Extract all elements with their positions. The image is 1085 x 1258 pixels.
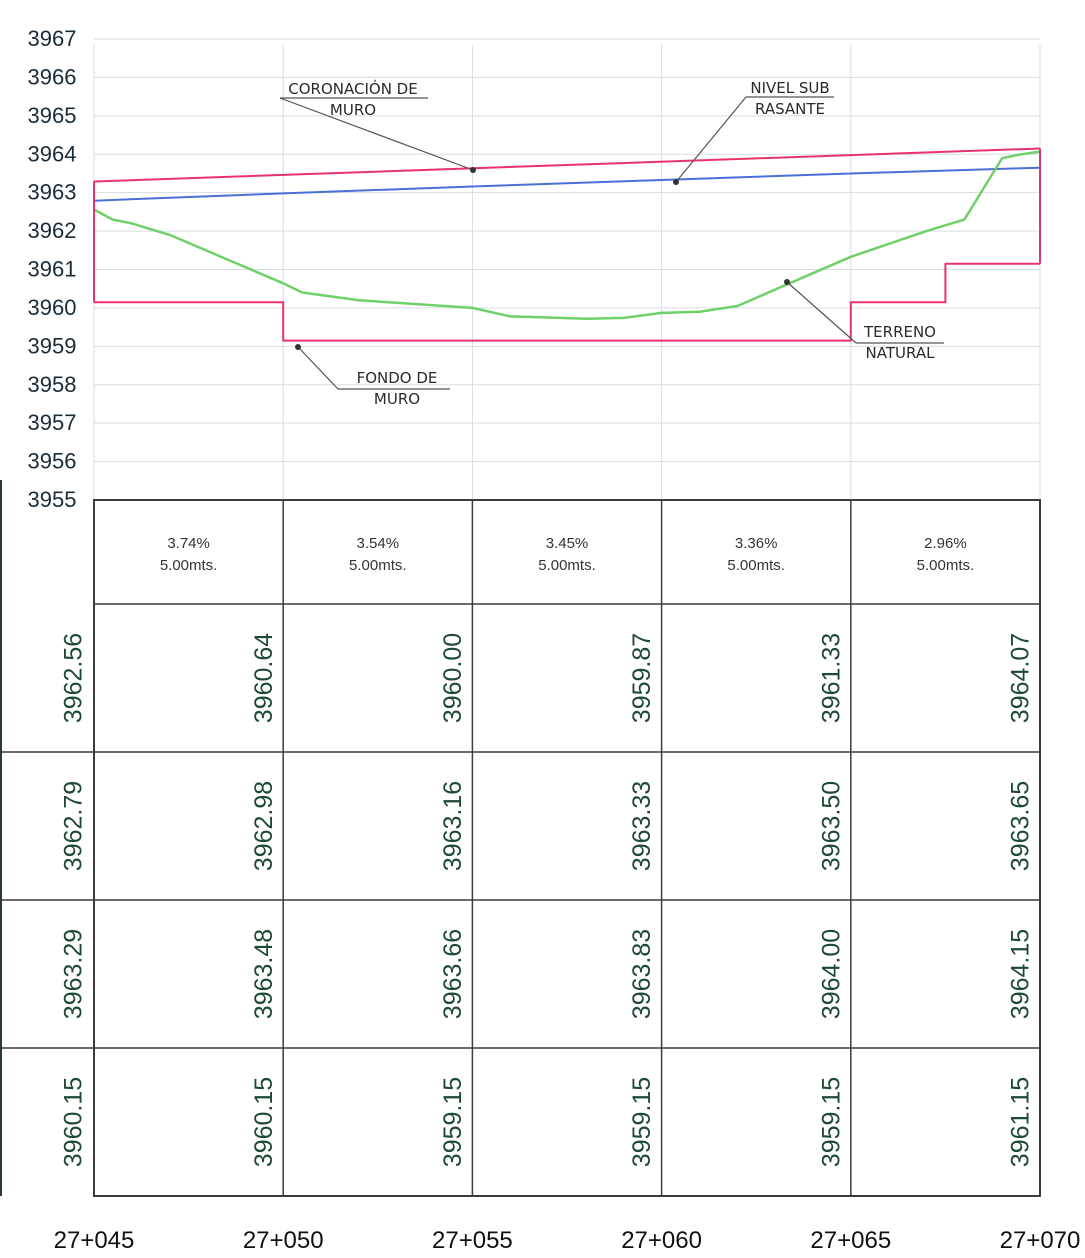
station-label: 27+045 xyxy=(54,1227,135,1254)
y-tick-label: 3963 xyxy=(28,180,77,205)
segment-label: 3.45% 5.00mts. xyxy=(538,535,596,574)
segment-length: 5.00mts. xyxy=(160,557,218,574)
table-cell-value: 3963.66 xyxy=(439,929,467,1019)
table-cell-value: 3960.15 xyxy=(60,1077,88,1167)
table-cell-value: 3960.15 xyxy=(250,1077,278,1167)
annotation-subrasante: NIVEL SUB RASANTE xyxy=(673,79,834,185)
table-cell-value: 3964.00 xyxy=(817,929,845,1019)
annotation-arrowhead xyxy=(673,179,679,185)
table-cell-value: 3959.15 xyxy=(439,1077,467,1167)
segment-slope: 3.74% xyxy=(167,535,210,552)
y-tick-label: 3966 xyxy=(28,64,77,89)
station-label: 27+060 xyxy=(621,1227,702,1254)
segment-slope: 3.36% xyxy=(735,535,778,552)
annotation-label-line2: RASANTE xyxy=(755,100,825,118)
series-line-terreno xyxy=(93,150,1041,320)
station-label: 27+065 xyxy=(810,1227,891,1254)
segment-length: 5.00mts. xyxy=(917,557,975,574)
station-label: 27+055 xyxy=(432,1227,513,1254)
y-tick-label: 3960 xyxy=(28,295,77,320)
y-tick-label: 3956 xyxy=(28,449,77,474)
table-cell-value: 3962.98 xyxy=(250,781,278,871)
series-line-fondo xyxy=(94,262,1040,342)
annotation-label-line1: NIVEL SUB xyxy=(750,79,829,97)
table-cell-value: 3963.29 xyxy=(60,929,88,1019)
table-cell-value: 3964.07 xyxy=(1007,633,1035,723)
annotation-terreno: TERRENO NATURAL xyxy=(784,279,944,362)
table-cell-value: 3963.50 xyxy=(817,781,845,871)
segment-label: 3.74% 5.00mts. xyxy=(160,535,218,574)
station-label: 27+050 xyxy=(243,1227,324,1254)
table-cell-value: 3961.15 xyxy=(1007,1077,1035,1167)
table-cell-value: 3959.87 xyxy=(628,633,656,723)
table-cell-value: 3960.64 xyxy=(250,633,278,723)
table-border xyxy=(93,499,1041,1197)
annotation-coronacion: CORONACIÓN DE MURO xyxy=(279,79,476,173)
table-cell-value: 3959.15 xyxy=(628,1077,656,1167)
segment-slope: 2.96% xyxy=(924,535,967,552)
table-cell-value: 3963.65 xyxy=(1007,781,1035,871)
segment-slope: 3.45% xyxy=(546,535,589,552)
series-line-subrasante xyxy=(93,166,1041,202)
segment-label: 2.96% 5.00mts. xyxy=(917,535,975,574)
segment-length: 5.00mts. xyxy=(727,557,785,574)
y-tick-label: 3959 xyxy=(28,333,77,358)
y-tick-label: 3962 xyxy=(28,218,77,243)
annotation-leader xyxy=(297,346,339,390)
annotation-fondo: FONDO DE MURO xyxy=(295,344,450,408)
annotation-label-line2: MURO xyxy=(374,390,420,408)
table-cell-value: 3962.79 xyxy=(60,781,88,871)
annotation-arrowhead xyxy=(470,167,476,173)
segment-slope: 3.54% xyxy=(357,535,400,552)
y-tick-label: 3967 xyxy=(28,26,77,51)
annotation-arrowhead xyxy=(295,344,301,350)
y-tick-label: 3964 xyxy=(28,141,77,166)
station-labels: 27+045 27+050 27+055 27+060 27+065 27+070 xyxy=(54,1227,1081,1254)
table-cell-value: 3963.48 xyxy=(250,929,278,1019)
annotations: CORONACIÓN DE MURO NIVEL SUB RASANTE FONDO D… xyxy=(279,79,944,408)
annotation-arrowhead xyxy=(784,279,790,285)
annotation-label-line1: TERRENO xyxy=(863,323,936,341)
annotation-leader xyxy=(786,281,857,344)
table-cell-value: 3964.15 xyxy=(1007,929,1035,1019)
y-tick-label: 3961 xyxy=(28,257,77,282)
profile-series xyxy=(93,147,1041,342)
y-tick-label: 3955 xyxy=(28,487,77,512)
annotation-label-line2: MURO xyxy=(330,101,376,119)
table-cell-value: 3963.83 xyxy=(628,929,656,1019)
annotation-label-line1: CORONACIÓN DE xyxy=(288,79,417,98)
series-line-coronacion xyxy=(93,147,1041,183)
annotation-leader xyxy=(279,97,474,171)
table-cell-value: 3961.33 xyxy=(817,633,845,723)
annotation-label-line2: NATURAL xyxy=(866,344,936,362)
segment-label: 3.54% 5.00mts. xyxy=(349,535,407,574)
annotation-label-line1: FONDO DE xyxy=(357,369,438,387)
table-cell-value: 3962.56 xyxy=(60,633,88,723)
annotation-leader xyxy=(675,96,747,183)
data-table: 3.74%5.00mts.3.54%5.00mts.3.45%5.00mts.3… xyxy=(0,480,1041,1197)
y-tick-label: 3958 xyxy=(28,372,77,397)
table-cell-value: 3963.33 xyxy=(628,781,656,871)
station-label: 27+070 xyxy=(1000,1227,1081,1254)
y-tick-labels: 3967 3966 3965 3964 3963 3962 3961 3960 3959 3958… xyxy=(28,26,77,512)
segment-label: 3.36% 5.00mts. xyxy=(727,535,785,574)
table-cell-value: 3963.16 xyxy=(439,781,467,871)
y-tick-label: 3957 xyxy=(28,410,77,435)
table-cell-value: 3960.00 xyxy=(439,633,467,723)
segment-length: 5.00mts. xyxy=(538,557,596,574)
table-cell-value: 3959.15 xyxy=(817,1077,845,1167)
segment-length: 5.00mts. xyxy=(349,557,407,574)
y-tick-label: 3965 xyxy=(28,103,77,128)
